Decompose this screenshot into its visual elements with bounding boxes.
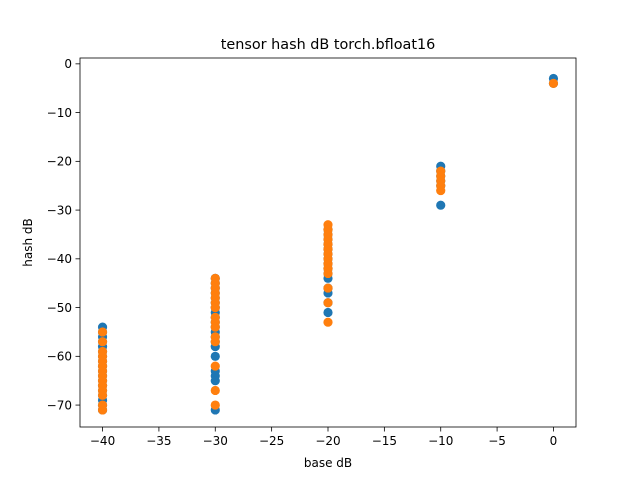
data-point (323, 307, 333, 318)
data-point (323, 317, 333, 327)
x-axis-label: base dB (304, 456, 352, 470)
x-tick-label: −35 (146, 434, 171, 448)
y-tick-label: −50 (47, 301, 72, 315)
series-layer (97, 73, 559, 415)
chart-title: tensor hash dB torch.bfloat16 (221, 37, 436, 53)
series-2 (97, 78, 559, 415)
data-point (210, 385, 220, 396)
y-tick-label: −60 (47, 350, 72, 364)
x-tick-label: −20 (315, 434, 340, 448)
data-point (210, 400, 220, 410)
x-axis: −40 −35 −30 −25 −20 −15 −10 −5 0 (90, 427, 557, 448)
data-point (210, 376, 220, 386)
data-point (323, 298, 333, 308)
data-point (210, 337, 220, 347)
y-tick-label: −10 (47, 106, 72, 120)
x-tick-label: −40 (90, 434, 115, 448)
x-tick-label: −15 (372, 434, 397, 448)
plot-area: −40 −35 −30 −25 −20 −15 −10 −5 0 0−10−20−30−40−5… (47, 57, 577, 448)
data-point (210, 361, 220, 371)
data-point (323, 268, 333, 279)
y-axis: 0 −10 −20 −30 −40 −50 −60 −70 (47, 57, 80, 412)
x-tick-label: −30 (203, 434, 228, 448)
x-tick-label: −10 (428, 434, 453, 448)
data-point (97, 327, 108, 337)
data-point (436, 200, 446, 210)
y-tick-label: −20 (47, 155, 72, 169)
data-point (97, 390, 108, 400)
data-point (210, 351, 220, 361)
data-point (210, 322, 220, 332)
data-point (210, 302, 220, 313)
y-axis-label: hash dB (21, 218, 35, 266)
data-point (548, 78, 559, 88)
data-point (97, 405, 108, 415)
y-tick-label: 0 (64, 57, 72, 71)
x-tick-label: −5 (488, 434, 506, 448)
data-point (97, 337, 108, 347)
data-point (323, 283, 333, 293)
y-tick-label: −40 (47, 252, 72, 266)
data-point (436, 185, 446, 196)
y-tick-label: −30 (47, 203, 72, 217)
x-tick-label: −25 (259, 434, 284, 448)
x-tick-label: 0 (550, 434, 558, 448)
y-tick-label: −70 (47, 398, 72, 412)
